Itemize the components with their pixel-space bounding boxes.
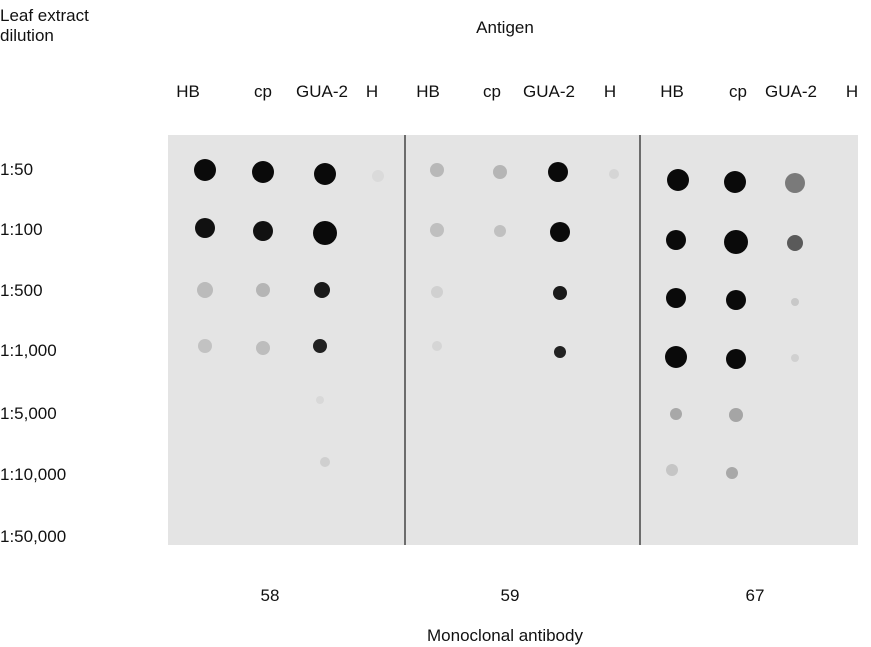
figure: Leaf extract dilution Antigen Monoclonal… [0,0,871,647]
dot [729,408,743,422]
dot [791,354,799,362]
row-label: 1:500 [0,281,43,301]
column-header: HB [416,82,440,102]
dot [195,218,215,238]
dot [430,163,444,177]
row-label: 1:10,000 [0,465,66,485]
dot [252,161,274,183]
dot [726,290,746,310]
column-header: GUA-2 [523,82,575,102]
dot [316,396,324,404]
dot [494,225,506,237]
row-label: 1:50,000 [0,527,66,547]
dot [194,159,216,181]
dot [550,222,570,242]
antibody-label: 67 [746,586,765,606]
dot [430,223,444,237]
dot [726,467,738,479]
row-label: 1:50 [0,160,33,180]
dot [726,349,746,369]
dot [548,162,568,182]
row-label: 1:5,000 [0,404,57,424]
dot [313,339,327,353]
dot [314,282,330,298]
dot [253,221,273,241]
row-label: 1:100 [0,220,43,240]
dot [724,171,746,193]
column-header: H [604,82,616,102]
dot [670,408,682,420]
dot [554,346,566,358]
dot [666,288,686,308]
dot [785,173,805,193]
column-header: cp [254,82,272,102]
dot [432,341,442,351]
row-axis-label: Leaf extract dilution [0,6,120,46]
dot [314,163,336,185]
column-header: cp [729,82,747,102]
dot [791,298,799,306]
dot [256,341,270,355]
dot [431,286,443,298]
antibody-axis-label: Monoclonal antibody [427,626,583,646]
row-label: 1:1,000 [0,341,57,361]
antibody-label: 58 [261,586,280,606]
column-header: GUA-2 [765,82,817,102]
column-header: GUA-2 [296,82,348,102]
dot [667,169,689,191]
dot [256,283,270,297]
dot [372,170,384,182]
dot [724,230,748,254]
dot [320,457,330,467]
dot [198,339,212,353]
membrane [168,135,858,545]
dot [665,346,687,368]
column-header: cp [483,82,501,102]
dot [493,165,507,179]
dot [666,464,678,476]
dot [313,221,337,245]
column-header: H [846,82,858,102]
dot [666,230,686,250]
column-header: HB [660,82,684,102]
dot [553,286,567,300]
antibody-label: 59 [501,586,520,606]
column-header: HB [176,82,200,102]
dot [609,169,619,179]
dot [197,282,213,298]
column-header: H [366,82,378,102]
dot [787,235,803,251]
column-axis-label: Antigen [476,18,534,38]
